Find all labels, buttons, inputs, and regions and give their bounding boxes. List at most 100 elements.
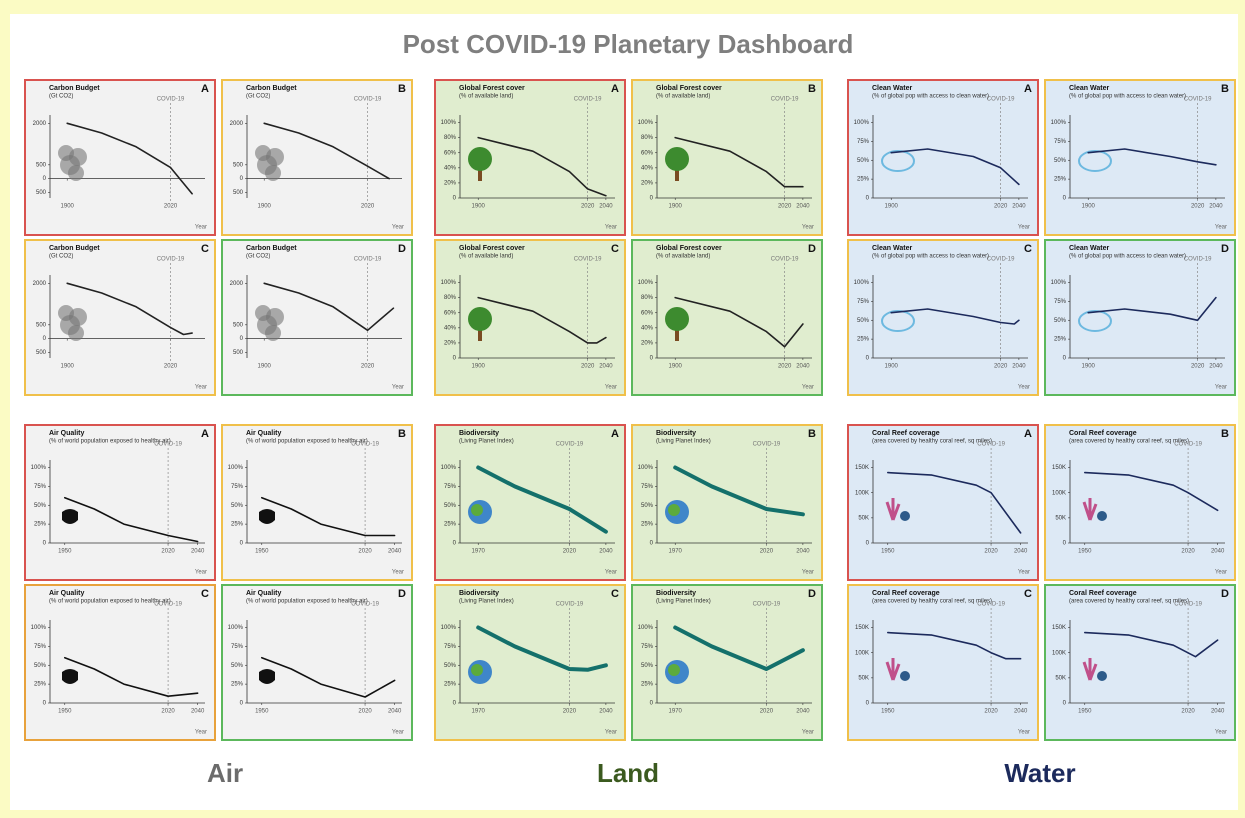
chart-subtitle: (Living Planet Index) (656, 599, 711, 605)
y-tick-label: 100% (638, 625, 654, 631)
water-icon (1078, 150, 1112, 172)
panel-letter: D (398, 243, 406, 255)
y-tick-label: 40% (641, 325, 654, 331)
covid-label: COVID-19 (1184, 97, 1212, 103)
y-tick-label: 0 (866, 196, 870, 202)
x-tick-label: 2040 (1209, 204, 1223, 210)
covid-label: COVID-19 (574, 257, 602, 263)
y-tick-label: 25% (34, 522, 47, 528)
panel (221, 584, 413, 741)
y-tick-label: 500 (36, 322, 47, 328)
x-tick-label: 2020 (361, 204, 375, 210)
x-axis-label: Year (605, 385, 617, 391)
y-tick-label: 0 (453, 356, 457, 362)
covid-label: COVID-19 (556, 442, 584, 448)
chart: Air Quality (% of world population expose… (221, 424, 413, 581)
smoke-icon (58, 305, 74, 321)
covid-label: COVID-19 (977, 442, 1005, 448)
panel (631, 79, 823, 236)
chart-title: Air Quality (49, 430, 85, 437)
covid-label: COVID-19 (351, 602, 379, 608)
x-tick-label: 2040 (599, 204, 613, 210)
data-line (1084, 471, 1219, 512)
x-tick-label: 2040 (388, 709, 402, 715)
x-tick-label: 2040 (599, 364, 613, 370)
y-tick-label: 100K (1052, 650, 1066, 656)
page-title: Post COVID-19 Planetary Dashboard (403, 29, 854, 59)
x-tick-label: 2040 (1014, 549, 1028, 555)
x-axis-label: Year (605, 225, 617, 231)
x-tick-label: 1900 (669, 364, 683, 370)
y-tick-label: 25% (641, 682, 654, 688)
x-tick-label: 1900 (61, 204, 75, 210)
smoke-icon (265, 165, 281, 181)
chart-subtitle: (Gt CO2) (49, 94, 73, 100)
x-tick-label: 1950 (1078, 709, 1092, 715)
data-line (887, 631, 1022, 660)
chart-title: Air Quality (49, 590, 85, 597)
chart: Global Forest cover (% of available land)… (434, 79, 626, 236)
chart-title: Carbon Budget (246, 85, 297, 92)
y-tick-label: 100% (854, 280, 870, 286)
y-tick-label: 100% (441, 625, 457, 631)
y-tick-label: 500 (233, 162, 244, 168)
x-tick-label: 2020 (361, 364, 375, 370)
data-line (1084, 631, 1219, 658)
y-tick-label: 60% (641, 310, 654, 316)
data-line (1087, 148, 1217, 166)
data-line (66, 122, 193, 195)
smoke-icon (255, 145, 271, 161)
x-axis-label: Year (195, 225, 207, 231)
tree-icon (665, 147, 689, 171)
panel (24, 584, 216, 741)
y-tick-label: 50K (858, 515, 869, 521)
y-tick-label: 100% (638, 120, 654, 126)
y-tick-label: 0 (1063, 701, 1067, 707)
panel-letter: C (1024, 243, 1032, 255)
chart-title: Carbon Budget (246, 245, 297, 252)
y-tick-label: 150K (1052, 465, 1066, 471)
y-tick-label: 50K (1055, 675, 1066, 681)
chart: Air Quality (% of world population expose… (24, 424, 216, 581)
y-tick-label: 25% (857, 337, 870, 343)
y-tick-label: 100% (441, 280, 457, 286)
y-tick-label: 75% (1054, 139, 1067, 145)
smoke-icon (68, 325, 84, 341)
chart-title: Global Forest cover (656, 85, 722, 92)
chart-title: Biodiversity (656, 430, 696, 437)
x-tick-label: 2020 (161, 709, 175, 715)
y-tick-label: 50K (1055, 515, 1066, 521)
x-tick-label: 1900 (258, 204, 272, 210)
x-tick-label: 2040 (1209, 364, 1223, 370)
y-tick-label: 0 (43, 176, 47, 182)
data-line (64, 496, 199, 543)
y-tick-label: 100K (855, 490, 869, 496)
chart-subtitle: (Living Planet Index) (656, 439, 711, 445)
y-tick-label: 0 (240, 336, 244, 342)
x-tick-label: 2020 (358, 549, 372, 555)
y-tick-label: 100% (441, 120, 457, 126)
x-axis-label: Year (195, 570, 207, 576)
x-tick-label: 1900 (885, 204, 899, 210)
y-tick-label: 100% (228, 625, 244, 631)
chart: Global Forest cover (% of available land)… (434, 239, 626, 396)
chart: Biodiversity (Living Planet Index) C 100% 75… (434, 584, 626, 741)
panel-letter: B (1221, 428, 1229, 440)
x-axis-label: Year (1018, 570, 1030, 576)
water-icon (1078, 310, 1112, 332)
y-tick-label: 0 (1063, 196, 1067, 202)
y-tick-label: 75% (34, 644, 47, 650)
y-tick-label: 60% (444, 310, 457, 316)
chart-subtitle: (Living Planet Index) (459, 439, 514, 445)
coral-icon (885, 658, 901, 681)
x-axis-label: Year (392, 730, 404, 736)
data-line (476, 465, 608, 534)
chart-title: Coral Reef coverage (872, 430, 940, 437)
x-tick-label: 2040 (1012, 364, 1026, 370)
y-tick-label: 2000 (230, 121, 244, 127)
x-tick-label: 2020 (778, 364, 792, 370)
panel (24, 79, 216, 236)
x-tick-label: 2020 (358, 709, 372, 715)
panel-letter: B (398, 428, 406, 440)
x-tick-label: 2020 (1191, 364, 1205, 370)
